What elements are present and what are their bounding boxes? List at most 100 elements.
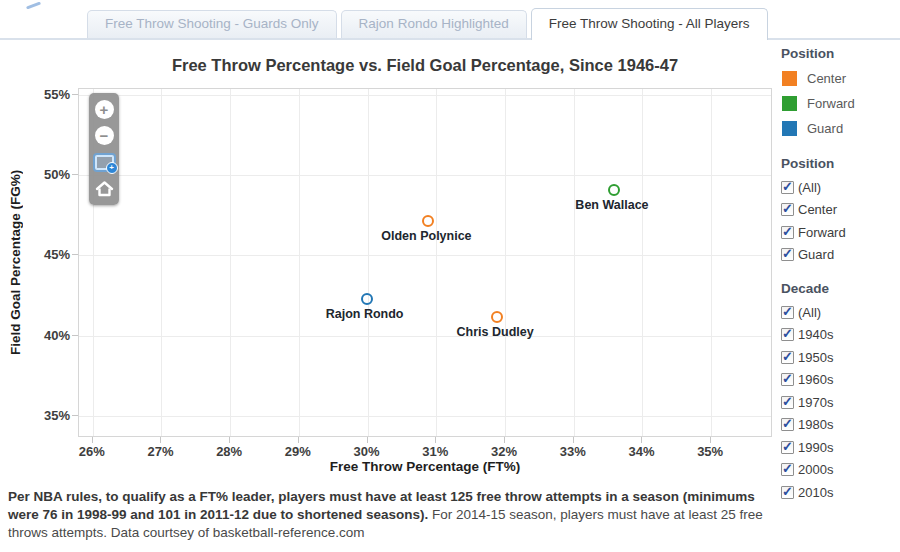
filter-option-decade-1980s[interactable]: ✓ 1980s	[781, 414, 899, 437]
checkbox-2000s[interactable]: ✓	[781, 463, 794, 476]
dashboard: Free Throw Shooting - Guards OnlyRajon R…	[0, 0, 900, 552]
x-tick-35	[710, 437, 711, 443]
x-tick-31	[435, 437, 436, 443]
filter-option-position-center[interactable]: ✓ Center	[781, 199, 899, 222]
filter-option-decade-1940s[interactable]: ✓1940s	[781, 324, 899, 347]
checkbox-label: 1980s	[798, 417, 833, 432]
x-tick-label-32: 32%	[491, 444, 517, 459]
checkbox-all[interactable]: ✓	[781, 181, 794, 194]
x-tick-34	[641, 437, 642, 443]
checkmark-icon: ✓	[782, 395, 793, 408]
plot-area[interactable]	[78, 88, 772, 437]
x-tick-label-34: 34%	[628, 444, 654, 459]
filter-option-decade-1970s[interactable]: ✓1970s	[781, 391, 899, 414]
checkbox-1980s[interactable]: ✓	[781, 418, 794, 431]
point-rajon-rondo[interactable]	[361, 293, 373, 305]
legend-label: Guard	[807, 121, 843, 136]
x-tick-label-33: 33%	[560, 444, 586, 459]
point-chris-dudley[interactable]	[491, 311, 503, 323]
x-tick-33	[573, 437, 574, 443]
checkmark-icon: ✓	[782, 372, 793, 385]
checkbox-label: 1990s	[798, 440, 833, 455]
filter-option-decade-2000s[interactable]: ✓2000s	[781, 459, 899, 482]
zoom-box-button[interactable]: +	[94, 152, 114, 172]
sidebar: Position CenterForwardGuard Position✓(Al…	[781, 46, 899, 504]
point-olden-polynice[interactable]	[422, 215, 434, 227]
zoom-box-icon: +	[95, 155, 114, 170]
x-tick-label-35: 35%	[697, 444, 723, 459]
filter-option-decade-1990s[interactable]: ✓ 1990s	[781, 436, 899, 459]
x-tick-30	[367, 437, 368, 443]
zoom-in-button[interactable]: +	[94, 99, 114, 119]
filter-option-decade-2010s[interactable]: ✓2010s	[781, 481, 899, 504]
x-tick-label-26: 26%	[79, 444, 105, 459]
color-legend: Center Forward Guard	[781, 66, 899, 141]
gridline-x-35	[711, 89, 712, 436]
filter-option-decade-1960s[interactable]: ✓1960s	[781, 369, 899, 392]
zoom-toolbar: + − +	[89, 93, 119, 205]
y-tick-label-35: 35%	[24, 407, 70, 422]
filter-option-position-guard[interactable]: ✓ Guard	[781, 244, 899, 267]
tab-rajon-rondo-highlighted[interactable]: Rajon Rondo Highlighted	[341, 10, 527, 38]
checkbox-1940s[interactable]: ✓	[781, 328, 794, 341]
legend-swatch-guard	[782, 121, 797, 136]
filter-option-decade-all[interactable]: ✓(All)	[781, 301, 899, 324]
tab-free-throw-shooting-all-players[interactable]: Free Throw Shooting - All Players	[531, 8, 768, 40]
y-tick-45	[72, 254, 78, 255]
x-tick-28	[229, 437, 230, 443]
x-tick-29	[298, 437, 299, 443]
checkbox-forward[interactable]: ✓	[781, 226, 794, 239]
x-tick-32	[504, 437, 505, 443]
point-ben-wallace[interactable]	[608, 184, 620, 196]
filter-option-decade-1950s[interactable]: ✓1950s	[781, 346, 899, 369]
y-tick-35	[72, 415, 78, 416]
gridline-x-31	[436, 89, 437, 436]
legend-item-guard[interactable]: Guard	[781, 116, 899, 141]
tab-free-throw-shooting-guards-only[interactable]: Free Throw Shooting - Guards Only	[87, 10, 337, 38]
x-tick-label-31: 31%	[422, 444, 448, 459]
filter-option-position-all[interactable]: ✓ (All)	[781, 176, 899, 199]
checkbox-1960s[interactable]: ✓	[781, 373, 794, 386]
zoom-out-button[interactable]: −	[94, 126, 114, 146]
legend-item-center[interactable]: Center	[781, 66, 899, 91]
checkbox-center[interactable]: ✓	[781, 203, 794, 216]
checkmark-icon: ✓	[782, 305, 793, 318]
checkmark-icon: ✓	[782, 440, 793, 453]
checkbox-1950s[interactable]: ✓	[781, 351, 794, 364]
gridline-y-45	[79, 255, 771, 256]
gridline-y-35	[79, 416, 771, 417]
legend-swatch-forward	[782, 96, 797, 111]
checkmark-icon: ✓	[782, 350, 793, 363]
x-tick-label-27: 27%	[147, 444, 173, 459]
checkbox-all[interactable]: ✓	[781, 306, 794, 319]
checkbox-1970s[interactable]: ✓	[781, 396, 794, 409]
checkbox-1990s[interactable]: ✓	[781, 441, 794, 454]
gridline-x-27	[161, 89, 162, 436]
checkbox-label: Center	[798, 202, 837, 217]
filter-option-position-forward[interactable]: ✓Forward	[781, 221, 899, 244]
home-button[interactable]	[94, 179, 114, 199]
filter-decade: Decade✓(All)✓1940s✓1950s✓1960s✓1970s✓198…	[781, 281, 899, 504]
point-label-ben-wallace: Ben Wallace	[575, 198, 648, 212]
y-tick-label-45: 45%	[24, 247, 70, 262]
checkbox-guard[interactable]: ✓	[781, 248, 794, 261]
checkmark-icon: ✓	[782, 462, 793, 475]
y-tick-label-50: 50%	[24, 167, 70, 182]
filter-position: Position✓(All)✓Center✓Forward✓Guard	[781, 156, 899, 266]
x-axis-title: Free Throw Percentage (FT%)	[78, 459, 772, 474]
checkmark-icon: ✓	[782, 247, 793, 260]
checkbox-label: Guard	[798, 247, 834, 262]
legend-swatch-center	[782, 71, 797, 86]
legend-label: Forward	[807, 96, 855, 111]
checkmark-icon: ✓	[782, 225, 793, 238]
point-label-olden-polynice: Olden Polynice	[381, 229, 471, 243]
checkbox-label: (All)	[798, 180, 821, 195]
gridline-x-33	[574, 89, 575, 436]
y-tick-55	[72, 94, 78, 95]
legend-item-forward[interactable]: Forward	[781, 91, 899, 116]
filter-title-decade: Decade	[781, 281, 899, 296]
zoom-in-icon: +	[95, 100, 114, 119]
gridline-x-29	[299, 89, 300, 436]
zoom-box-plus-badge: +	[106, 162, 118, 174]
gridline-y-40	[79, 336, 771, 337]
